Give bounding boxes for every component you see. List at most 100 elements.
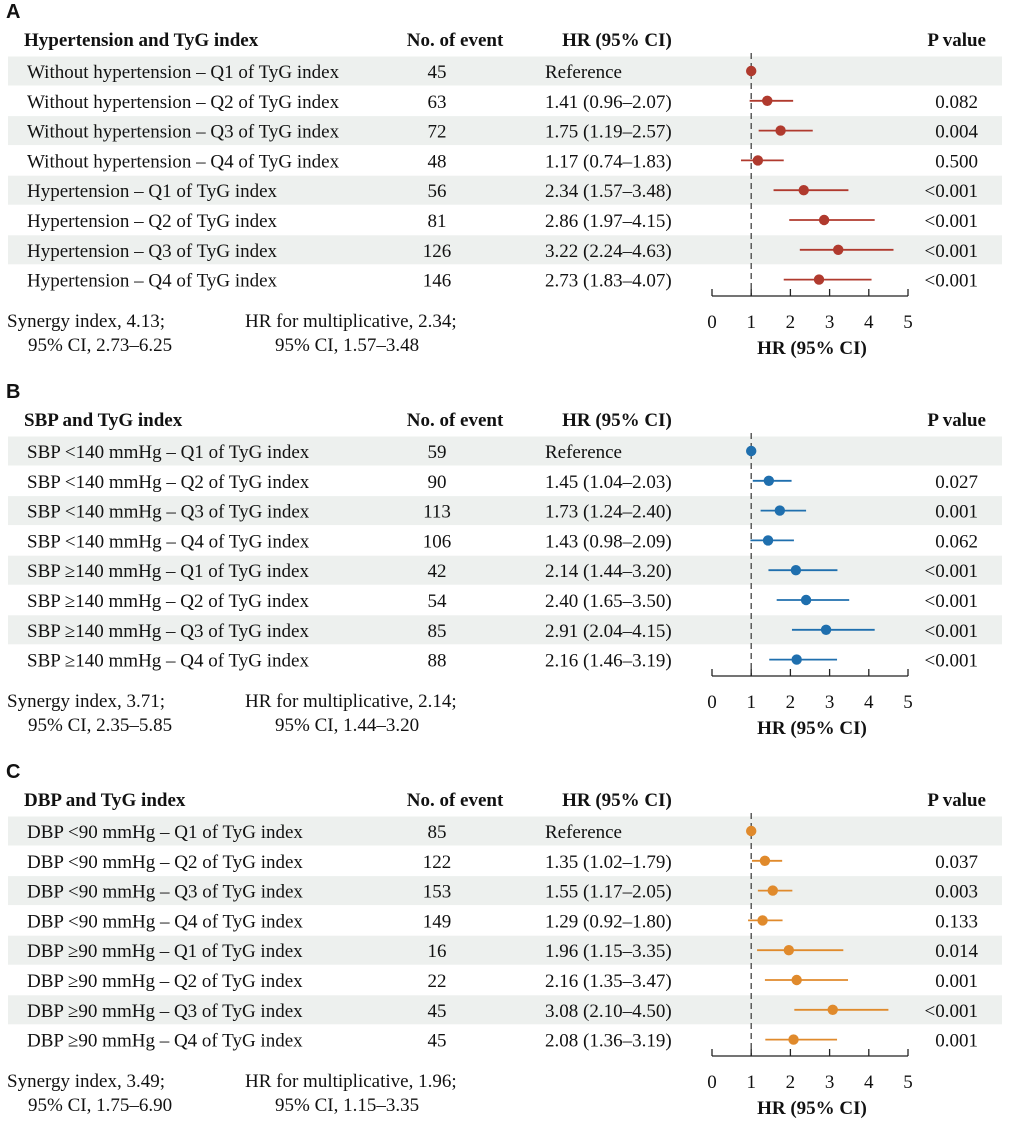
column-header-events: No. of event	[407, 790, 504, 811]
row-events: 149	[423, 911, 452, 932]
x-tick-label: 1	[746, 312, 756, 333]
row-p-value: <0.001	[925, 591, 978, 612]
hr-point	[759, 855, 771, 866]
row-p-value: 0.001	[935, 1031, 978, 1052]
x-axis-label: HR (95% CI)	[757, 718, 867, 739]
hr-point	[762, 95, 773, 107]
x-tick-label: 0	[707, 1072, 717, 1093]
row-hr-text: Reference	[545, 62, 622, 83]
row-hr-text: 3.08 (2.10–4.50)	[545, 1001, 672, 1022]
multiplicative-ci: 95% CI, 1.44–3.20	[275, 715, 419, 736]
row-events: 54	[428, 591, 448, 612]
x-tick-label: 2	[786, 692, 796, 713]
row-hr-text: 1.96 (1.15–3.35)	[545, 941, 672, 962]
row-p-value: 0.003	[935, 882, 978, 903]
row-hr-text: 2.34 (1.57–3.48)	[545, 181, 672, 202]
row-events: 122	[423, 852, 452, 873]
row-events: 22	[428, 971, 447, 992]
row-events: 126	[423, 241, 452, 262]
hr-point	[791, 654, 802, 665]
row-p-value: <0.001	[925, 181, 978, 202]
row-label: Hypertension – Q2 of TyG index	[27, 211, 278, 232]
x-tick-label: 3	[825, 1072, 835, 1093]
row-events: 45	[428, 62, 447, 83]
x-tick-label: 2	[786, 312, 796, 333]
x-tick-label: 5	[903, 692, 913, 713]
row-hr-text: 1.17 (0.74–1.83)	[545, 151, 672, 172]
row-label: SBP ≥140 mmHg – Q4 of TyG index	[27, 651, 309, 672]
row-p-value: 0.037	[935, 852, 978, 873]
row-hr-text: 1.45 (1.04–2.03)	[545, 472, 672, 493]
row-p-value: <0.001	[925, 651, 978, 672]
row-label: SBP <140 mmHg – Q4 of TyG index	[27, 531, 310, 552]
row-p-value: <0.001	[925, 241, 978, 262]
row-label: DBP <90 mmHg – Q1 of TyG index	[27, 822, 303, 843]
row-label: DBP ≥90 mmHg – Q4 of TyG index	[27, 1031, 303, 1052]
row-hr-text: 2.91 (2.04–4.15)	[545, 621, 672, 642]
row-events: 42	[428, 561, 447, 582]
synergy-index: Synergy index, 3.49;	[7, 1071, 165, 1092]
row-label: Without hypertension – Q3 of TyG index	[27, 122, 340, 143]
row-hr-text: 1.43 (0.98–2.09)	[545, 531, 672, 552]
row-p-value: 0.001	[935, 502, 978, 523]
hr-point	[763, 475, 775, 486]
row-hr-text: 1.41 (0.96–2.07)	[545, 92, 672, 113]
x-tick-label: 4	[864, 312, 874, 333]
x-tick-label: 1	[746, 1072, 756, 1093]
row-label: DBP ≥90 mmHg – Q2 of TyG index	[27, 971, 303, 992]
multiplicative-hr: HR for multiplicative, 1.96;	[245, 1071, 457, 1092]
row-events: 45	[428, 1031, 447, 1052]
hr-point	[818, 214, 830, 226]
x-tick-label: 5	[903, 312, 913, 333]
row-hr-text: Reference	[545, 822, 622, 843]
row-p-value: <0.001	[925, 271, 978, 292]
multiplicative-hr: HR for multiplicative, 2.14;	[245, 691, 457, 712]
multiplicative-ci: 95% CI, 1.57–3.48	[275, 335, 419, 356]
column-header-p: P value	[927, 410, 986, 431]
row-events: 56	[428, 181, 447, 202]
synergy-ci: 95% CI, 2.35–5.85	[28, 715, 172, 736]
x-tick-label: 5	[903, 1072, 913, 1093]
row-events: 153	[423, 882, 452, 903]
row-band	[8, 56, 1002, 86]
hr-point	[827, 1004, 838, 1015]
row-events: 48	[428, 151, 447, 172]
row-hr-text: 3.22 (2.24–4.63)	[545, 241, 672, 262]
hr-point	[762, 535, 774, 546]
row-p-value: 0.082	[935, 92, 978, 113]
panel-letter: B	[6, 381, 20, 403]
x-tick-label: 3	[825, 312, 835, 333]
panel-title: Hypertension and TyG index	[24, 30, 259, 51]
synergy-ci: 95% CI, 1.75–6.90	[28, 1095, 172, 1116]
row-events: 63	[428, 92, 447, 113]
hr-point	[752, 155, 764, 166]
x-tick-label: 4	[864, 1072, 874, 1093]
row-hr-text: 2.86 (1.97–4.15)	[545, 211, 672, 232]
column-header-p: P value	[927, 30, 986, 51]
row-band	[8, 876, 1002, 906]
row-p-value: <0.001	[925, 561, 978, 582]
row-label: DBP ≥90 mmHg – Q1 of TyG index	[27, 941, 303, 962]
row-label: Hypertension – Q4 of TyG index	[27, 271, 278, 292]
row-band	[8, 436, 1002, 466]
hr-point	[788, 1034, 799, 1045]
row-label: DBP ≥90 mmHg – Q3 of TyG index	[27, 1001, 303, 1022]
row-hr-text: 2.16 (1.46–3.19)	[545, 651, 672, 672]
row-hr-text: Reference	[545, 442, 622, 463]
row-hr-text: 2.14 (1.44–3.20)	[545, 561, 672, 582]
hr-point	[774, 505, 786, 516]
row-label: SBP ≥140 mmHg – Q3 of TyG index	[27, 621, 309, 642]
row-label: DBP <90 mmHg – Q4 of TyG index	[27, 911, 303, 932]
row-label: SBP ≥140 mmHg – Q1 of TyG index	[27, 561, 309, 582]
column-header-hr: HR (95% CI)	[562, 30, 672, 51]
row-p-value: <0.001	[925, 211, 978, 232]
hr-point	[757, 915, 768, 926]
multiplicative-ci: 95% CI, 1.15–3.35	[275, 1095, 419, 1116]
hr-point	[790, 565, 802, 576]
row-band	[8, 496, 1002, 526]
row-label: SBP <140 mmHg – Q1 of TyG index	[27, 442, 310, 463]
column-header-hr: HR (95% CI)	[562, 410, 672, 431]
row-p-value: 0.500	[935, 151, 978, 172]
row-label: SBP <140 mmHg – Q3 of TyG index	[27, 502, 310, 523]
